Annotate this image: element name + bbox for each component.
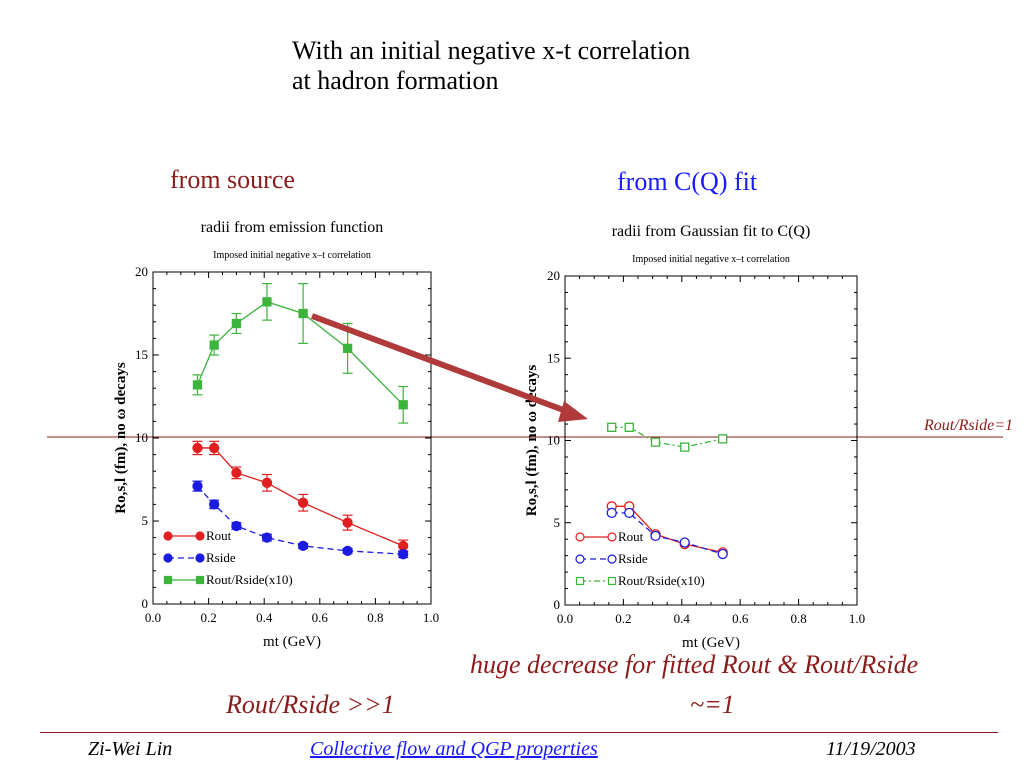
x-tick-label: 0.0	[557, 611, 573, 626]
legend-marker	[163, 531, 173, 541]
legend-marker	[575, 554, 585, 564]
data-point	[192, 442, 203, 454]
note-approx-one: ~=1	[690, 690, 735, 719]
data-point	[297, 497, 309, 508]
data-point	[298, 308, 308, 319]
data-point	[261, 532, 273, 543]
y-tick-label: 10	[547, 433, 560, 448]
data-point	[342, 517, 353, 528]
y-axis-title: Ro,s,l (fm), no ω decays	[524, 365, 540, 517]
data-point	[231, 520, 242, 532]
data-point	[650, 437, 661, 447]
legend-label: Rout/Rside(x10)	[206, 572, 293, 587]
data-point	[192, 380, 203, 390]
y-tick-label: 15	[135, 347, 148, 362]
legend-marker	[195, 575, 205, 585]
note-huge-decrease: huge decrease for fitted Rout & Rout/Rsi…	[470, 650, 919, 679]
slide-title-line2: at hadron formation	[292, 66, 499, 95]
slide-title-line1: With an initial negative x-t correlation	[292, 36, 691, 65]
chart-title: radii from emission function	[201, 219, 384, 236]
x-tick-label: 0.0	[145, 610, 161, 625]
data-point	[209, 499, 220, 510]
y-tick-label: 5	[554, 515, 561, 530]
data-point	[679, 537, 690, 548]
data-point	[297, 540, 309, 552]
y-tick-label: 20	[547, 268, 560, 283]
data-point	[342, 343, 353, 354]
legend-marker	[195, 553, 205, 563]
x-tick-label: 0.6	[732, 611, 749, 626]
data-point	[606, 507, 617, 519]
chart-title: radii from Gaussian fit to C(Q)	[612, 223, 811, 240]
legend-label: Rout/Rside(x10)	[618, 573, 705, 588]
x-tick-label: 0.2	[615, 611, 631, 626]
legend-marker	[195, 531, 205, 541]
data-point	[342, 545, 353, 557]
legend-label: Rout	[206, 528, 232, 543]
data-point	[624, 507, 635, 519]
arrow-shaft	[310, 313, 576, 417]
data-point	[650, 530, 661, 542]
ref-line-label: Rout/Rside=1	[923, 417, 1013, 434]
x-axis-title: mt (GeV)	[263, 634, 321, 650]
label-from-cq-fit: from C(Q) fit	[617, 167, 758, 196]
data-point	[607, 422, 617, 432]
legend-marker	[607, 532, 617, 542]
legend-marker	[575, 576, 585, 586]
y-axis-title: Ro,s,l (fm), no ω decays	[113, 362, 129, 514]
x-tick-label: 0.4	[256, 610, 273, 625]
legend-marker	[607, 576, 617, 586]
data-point	[680, 442, 690, 452]
x-tick-label: 1.0	[423, 610, 439, 625]
data-point	[262, 297, 272, 307]
label-from-source: from source	[170, 165, 295, 194]
plot-frame	[152, 271, 432, 605]
slide-title: With an initial negative x-t correlation…	[292, 36, 690, 96]
note-rout-rside-much-greater: Rout/Rside >>1	[226, 690, 395, 719]
x-tick-label: 0.8	[367, 610, 383, 625]
data-point	[624, 422, 634, 432]
data-point	[231, 318, 242, 329]
x-tick-label: 0.8	[790, 611, 806, 626]
chart-subtitle: Imposed initial negative x–t correlation	[213, 250, 371, 261]
legend-marker	[607, 554, 617, 564]
data-point	[209, 442, 220, 454]
footer-talk-title[interactable]: Collective flow and QGP properties	[310, 738, 598, 760]
footer-author: Zi-Wei Lin	[88, 738, 173, 760]
data-point	[261, 477, 273, 488]
legend-label: Rside	[206, 550, 236, 565]
data-point	[209, 340, 219, 350]
data-point	[398, 549, 409, 560]
x-tick-label: 0.2	[200, 610, 216, 625]
x-axis-title: mt (GeV)	[682, 635, 740, 651]
y-tick-label: 0	[554, 597, 561, 612]
data-point	[718, 434, 728, 444]
x-tick-label: 0.6	[312, 610, 329, 625]
x-tick-label: 1.0	[849, 611, 865, 626]
arrow-head	[558, 401, 588, 422]
data-point	[192, 480, 203, 492]
y-tick-label: 15	[547, 350, 560, 365]
y-tick-label: 20	[135, 264, 148, 279]
legend-label: Rout	[618, 529, 644, 544]
legend-marker	[575, 532, 585, 542]
legend-label: Rside	[618, 551, 648, 566]
data-point	[717, 548, 728, 560]
data-point	[231, 467, 242, 479]
chart-subtitle: Imposed initial negative x–t correlation	[632, 254, 790, 265]
data-point	[398, 400, 408, 410]
legend-marker	[163, 553, 173, 563]
footer-divider	[40, 732, 998, 733]
footer-date: 11/19/2003	[826, 738, 916, 760]
y-tick-label: 5	[142, 513, 149, 528]
legend-marker	[163, 575, 173, 585]
y-tick-label: 0	[142, 596, 149, 611]
plot-frame	[564, 275, 858, 606]
y-tick-label: 10	[135, 430, 148, 445]
x-tick-label: 0.4	[674, 611, 691, 626]
